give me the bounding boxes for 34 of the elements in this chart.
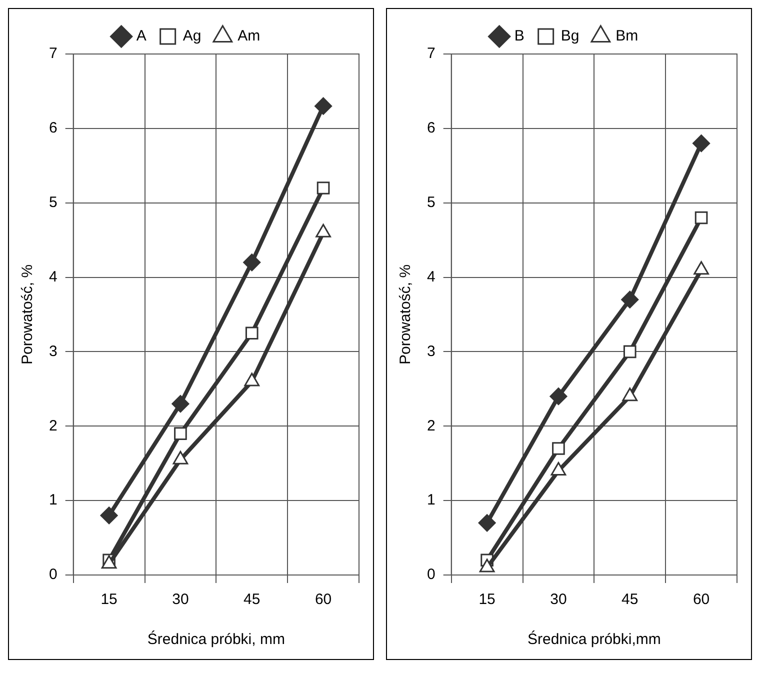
y-tick-label: 5 <box>427 194 436 211</box>
x-tick-label: 60 <box>314 591 332 608</box>
y-tick-label: 4 <box>49 268 58 286</box>
y-tick-label: 3 <box>49 342 58 360</box>
y-tick-label: 2 <box>427 417 436 434</box>
x-tick-label: 45 <box>244 591 260 608</box>
y-tick-label: 2 <box>49 417 58 434</box>
legend-label: Bg <box>560 28 580 45</box>
y-axis-title: Porowatość, % <box>19 264 36 365</box>
y-axis-title: Porowatość, % <box>397 264 414 365</box>
x-tick-label: 15 <box>100 591 118 608</box>
y-tick-label: 6 <box>49 120 58 137</box>
x-tick-label: 30 <box>172 591 189 608</box>
y-tick-label: 5 <box>49 194 58 211</box>
y-tick-label: 1 <box>49 492 58 509</box>
y-tick-label: 1 <box>427 492 436 509</box>
x-tick-label: 15 <box>478 591 496 608</box>
y-tick-label: 0 <box>427 566 436 584</box>
y-tick-label: 4 <box>427 268 436 286</box>
y-tick-label: 6 <box>427 120 436 137</box>
x-tick-label: 45 <box>622 591 638 608</box>
legend-label: A <box>136 28 146 45</box>
y-tick-label: 7 <box>427 45 436 62</box>
y-tick-label: 7 <box>49 45 58 62</box>
legend-label: Ag <box>182 28 202 45</box>
y-tick-label: 0 <box>49 566 58 584</box>
legend-label: Bm <box>616 28 638 45</box>
x-axis-title: Średnica próbki,mm <box>527 630 661 648</box>
y-tick-label: 3 <box>427 342 436 360</box>
x-tick-label: 30 <box>550 591 567 608</box>
legend-label: Am <box>238 28 260 45</box>
x-tick-label: 60 <box>692 591 710 608</box>
legend-label: B <box>514 28 524 45</box>
x-axis-title: Średnica próbki, mm <box>147 630 285 648</box>
